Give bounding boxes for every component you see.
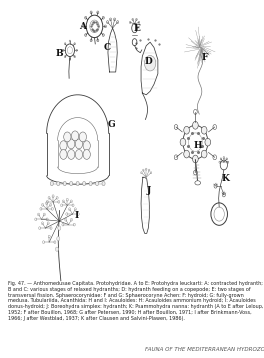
Text: C: C bbox=[104, 43, 111, 52]
Circle shape bbox=[83, 150, 90, 159]
Text: J: J bbox=[147, 186, 151, 195]
Circle shape bbox=[102, 182, 105, 186]
Circle shape bbox=[79, 132, 87, 142]
Text: A: A bbox=[79, 22, 86, 31]
Circle shape bbox=[70, 182, 73, 186]
Circle shape bbox=[144, 55, 156, 71]
Text: Fig. 47. — Anthomedusae Capitata. Protohydridae. A to E: Protohydra leuckarti: A: Fig. 47. — Anthomedusae Capitata. Protoh… bbox=[8, 281, 263, 321]
Circle shape bbox=[60, 150, 67, 159]
Circle shape bbox=[96, 182, 99, 186]
Circle shape bbox=[184, 126, 190, 134]
Text: H: H bbox=[194, 141, 202, 150]
Circle shape bbox=[75, 150, 83, 159]
Circle shape bbox=[50, 182, 53, 186]
Text: D: D bbox=[145, 57, 153, 66]
Text: F: F bbox=[201, 53, 208, 62]
Circle shape bbox=[72, 131, 79, 141]
Text: FAUNA OF THE MEDITERRANEAN HYDROZOA  329: FAUNA OF THE MEDITERRANEAN HYDROZOA 329 bbox=[145, 347, 264, 352]
Circle shape bbox=[68, 150, 75, 159]
Circle shape bbox=[201, 126, 207, 134]
Circle shape bbox=[83, 141, 90, 151]
Circle shape bbox=[180, 138, 186, 146]
Circle shape bbox=[75, 139, 83, 149]
Circle shape bbox=[201, 150, 207, 158]
Circle shape bbox=[89, 182, 92, 186]
Text: G: G bbox=[107, 120, 115, 129]
Circle shape bbox=[83, 182, 86, 186]
Text: I: I bbox=[74, 211, 78, 220]
Circle shape bbox=[76, 182, 79, 186]
Circle shape bbox=[68, 139, 75, 149]
Circle shape bbox=[63, 182, 66, 186]
Circle shape bbox=[64, 132, 71, 142]
Circle shape bbox=[192, 155, 198, 163]
Circle shape bbox=[55, 247, 59, 251]
Circle shape bbox=[205, 138, 211, 146]
Circle shape bbox=[58, 226, 61, 230]
Circle shape bbox=[60, 141, 67, 151]
Text: B: B bbox=[56, 49, 63, 58]
Circle shape bbox=[57, 237, 60, 241]
Circle shape bbox=[184, 150, 190, 158]
Circle shape bbox=[192, 121, 198, 129]
Text: E: E bbox=[134, 24, 141, 33]
Circle shape bbox=[57, 182, 60, 186]
Text: K: K bbox=[221, 174, 229, 184]
